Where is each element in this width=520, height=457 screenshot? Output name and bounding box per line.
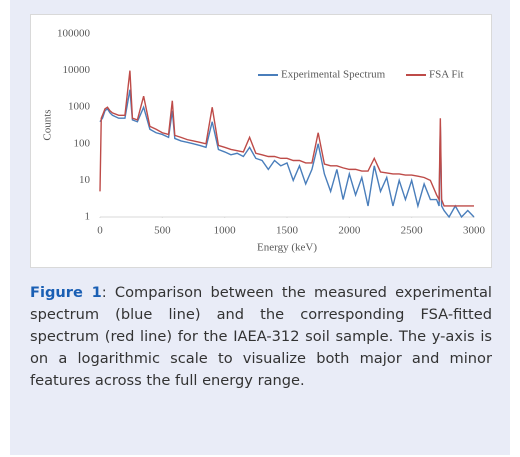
x-axis-label: Energy (keV) xyxy=(257,242,317,254)
caption-text: : Comparison between the measured experi… xyxy=(30,284,492,389)
caption-label: Figure 1 xyxy=(30,284,102,301)
y-tick-label: 100 xyxy=(74,137,91,149)
series-line xyxy=(99,70,474,207)
caption: Figure 1: Comparison between the measure… xyxy=(30,282,492,392)
y-axis-label: Counts xyxy=(42,109,54,140)
series-line xyxy=(99,89,475,219)
legend-label: Experimental Spectrum xyxy=(281,69,386,81)
x-tick-label: 1500 xyxy=(276,225,299,237)
x-tick-label: 0 xyxy=(97,225,103,237)
x-tick-label: 500 xyxy=(154,225,171,237)
y-tick-label: 10000 xyxy=(63,64,91,76)
x-tick-label: 2000 xyxy=(338,225,361,237)
x-tick-label: 3000 xyxy=(463,225,486,237)
y-tick-label: 10 xyxy=(79,174,91,186)
x-tick-label: 2500 xyxy=(401,225,424,237)
y-tick-label: 1000 xyxy=(68,101,91,113)
y-tick-label: 100000 xyxy=(57,28,91,40)
x-tick-label: 1000 xyxy=(214,225,237,237)
chart: Counts Energy (keV) 11010010001000010000… xyxy=(42,28,486,254)
chart-panel xyxy=(30,14,492,268)
legend-label: FSA Fit xyxy=(429,69,464,81)
y-tick-label: 1 xyxy=(85,211,91,223)
